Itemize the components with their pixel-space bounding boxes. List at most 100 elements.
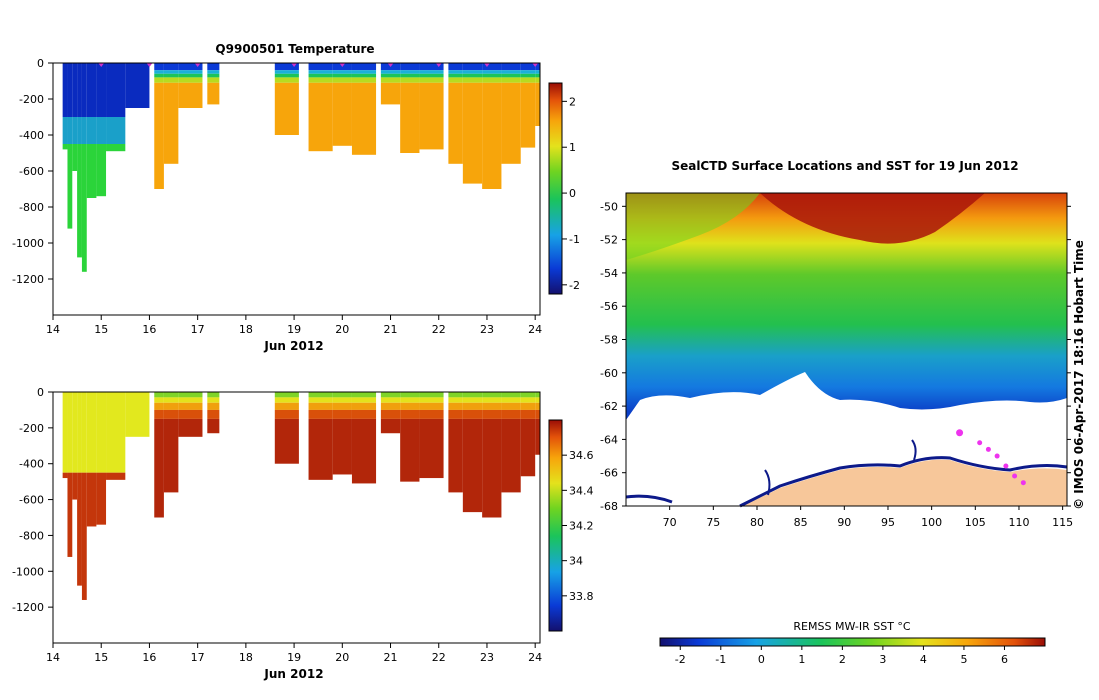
salinity-profile-cell <box>535 418 540 455</box>
salinity-profile-cell <box>163 397 179 403</box>
x-tick-label: 21 <box>384 651 398 664</box>
map-side-text: © IMOS 06-Apr-2017 18:16 Hobart Time <box>1072 240 1086 510</box>
salinity-profile-cell <box>482 392 502 398</box>
salinity-profile-cell <box>520 409 536 419</box>
warm-core <box>760 193 985 244</box>
temperature-profile-cell <box>62 117 68 144</box>
antarctic-land <box>742 459 1067 506</box>
salinity-profile-cell <box>482 409 502 419</box>
salinity-profile-cell <box>351 418 377 484</box>
coast-fragment-2 <box>911 439 917 461</box>
salinity-profile-cell <box>380 418 401 434</box>
salinity-profile-cell <box>448 402 463 410</box>
salinity-profile-cell <box>380 392 401 398</box>
temperature-profile-cell <box>67 117 73 144</box>
map-y-tick-label: -54 <box>600 267 618 280</box>
temperature-profile-cell <box>125 63 150 108</box>
y-tick-label: 0 <box>37 386 44 399</box>
salinity-profile-cell <box>72 472 78 500</box>
temperature-profile-cell <box>106 63 126 117</box>
temperature-profile-cell <box>419 73 444 78</box>
map-y-tick-label: -50 <box>600 200 618 213</box>
salinity-profile-cell <box>67 392 73 473</box>
coastal-ice-edge <box>739 456 1068 508</box>
temperature-profile-cell <box>535 73 540 78</box>
temperature-profile-cell <box>72 117 78 144</box>
temperature-profile-cell <box>86 144 97 198</box>
seal-position <box>985 446 991 452</box>
temperature-profile-cell <box>351 82 377 155</box>
salinity-profile-cell <box>448 418 463 493</box>
x-tick-label: 20 <box>335 323 349 336</box>
salinity-profile-cell <box>448 397 463 403</box>
temperature-profile-cell <box>77 63 82 117</box>
x-tick-label: 23 <box>480 651 494 664</box>
salinity-profile-cell <box>207 409 220 419</box>
salinity-profile-cell <box>77 392 82 473</box>
temperature-profile-cell <box>274 77 299 83</box>
salinity-xlabel: Jun 2012 <box>263 667 323 681</box>
salinity-profile-cell <box>154 418 164 518</box>
salinity-profile-cell <box>77 472 82 586</box>
map-x-ticks: 70 75 80 85 90 95 100 105 110 115 <box>663 506 1073 529</box>
salinity-profile-cell <box>308 397 333 403</box>
salinity-profile-cell <box>106 472 126 480</box>
seal-position <box>977 440 983 446</box>
salinity-profile-cell <box>154 402 164 410</box>
salinity-profile-cell <box>380 409 401 419</box>
seal-position <box>1020 480 1026 486</box>
temperature-profile-cell <box>274 70 299 74</box>
temperature-profile-cell <box>308 82 333 152</box>
y-tick-label: -600 <box>19 165 44 178</box>
temperature-profile-cell <box>178 82 203 108</box>
salinity-panel: 14 15 16 17 18 19 20 21 22 23 24 0 -200 -400 -600 -800… <box>12 386 593 681</box>
map-x-tick-label: 80 <box>750 516 764 529</box>
temperature-profile-cell <box>351 73 377 78</box>
map-y-tick-label: -60 <box>600 367 618 380</box>
map-frame <box>625 192 1068 507</box>
salinity-profile-cell <box>462 402 483 410</box>
seal-track <box>956 429 1026 486</box>
temperature-profile-cell <box>380 73 401 78</box>
map-colorbar-label: REMSS MW-IR SST °C <box>793 620 911 633</box>
temperature-profile-cell <box>520 70 536 74</box>
salinity-profile-cell <box>482 402 502 410</box>
salinity-profile-cell <box>163 418 179 493</box>
temperature-profile-cell <box>163 73 179 78</box>
y-tick-label: -1000 <box>12 237 44 250</box>
temperature-profile-cell <box>448 63 463 71</box>
temperature-profile-cell <box>501 73 521 78</box>
seal-position <box>1012 473 1018 479</box>
x-tick-label: 15 <box>94 651 108 664</box>
temperature-profile-cell <box>501 82 521 164</box>
salinity-profile-cell <box>482 418 502 518</box>
temperature-profile-cell <box>77 117 82 144</box>
temperature-profile-cell <box>308 77 333 83</box>
temperature-profile-cell <box>178 77 203 83</box>
temperature-profile-cell <box>462 82 483 184</box>
temperature-profile-cell <box>501 77 521 83</box>
map-y-tick-label: -56 <box>600 300 618 313</box>
map-colorbar-tick-label: 5 <box>960 653 967 666</box>
temperature-profile-cell <box>106 144 126 152</box>
map-x-tick-label: 90 <box>837 516 851 529</box>
temperature-title: Q9900501 Temperature <box>215 42 374 56</box>
salinity-profile-cell <box>535 392 540 398</box>
temperature-profile-cell <box>482 73 502 78</box>
salinity-profile-cell <box>163 402 179 410</box>
salinity-colorbar <box>548 419 563 632</box>
x-tick-label: 14 <box>46 323 60 336</box>
salinity-profile-cell <box>308 392 333 398</box>
temperature-profile-cell <box>462 63 483 71</box>
salinity-profile-cell <box>482 397 502 403</box>
temperature-profile-cell <box>207 70 220 74</box>
map-colorbar-tick-label: 4 <box>920 653 927 666</box>
y-tick-label: -600 <box>19 494 44 507</box>
temperature-profile-cell <box>400 73 420 78</box>
temperature-profile-cell <box>400 77 420 83</box>
salinity-profile-cell <box>332 418 352 475</box>
salinity-profile-cell <box>332 392 352 398</box>
map-title: SealCTD Surface Locations and SST for 19… <box>671 159 1018 173</box>
temperature-profile-cell <box>207 63 220 71</box>
salinity-profile-cell <box>448 392 463 398</box>
